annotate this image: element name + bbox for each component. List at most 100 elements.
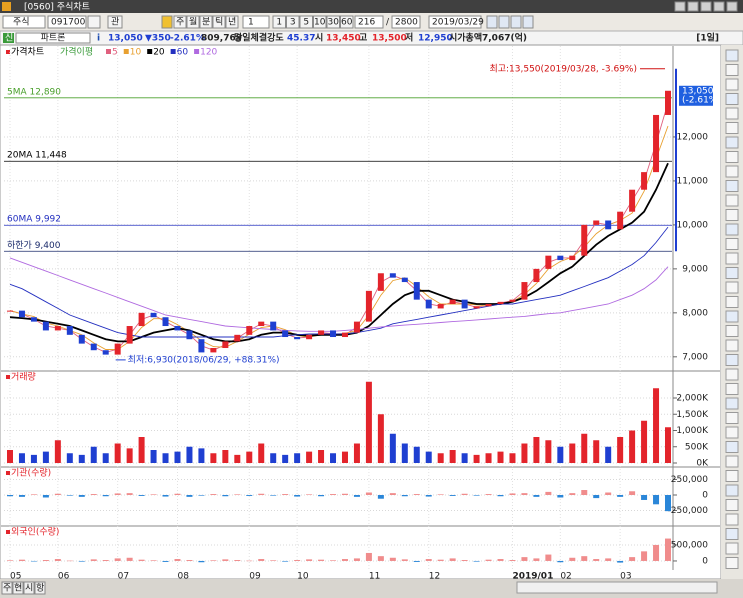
side-tool-icon[interactable] bbox=[725, 441, 739, 453]
period-icon[interactable] bbox=[161, 15, 173, 29]
window-btn[interactable] bbox=[700, 1, 712, 12]
legend-label: 120 bbox=[200, 48, 217, 58]
tool-icon[interactable] bbox=[522, 15, 534, 29]
side-tool-icon[interactable] bbox=[725, 49, 739, 62]
tool-icon[interactable] bbox=[486, 15, 498, 29]
unit-btn[interactable] bbox=[340, 15, 354, 29]
unit[interactable]: 1 bbox=[276, 18, 282, 28]
window-btn[interactable] bbox=[687, 1, 699, 12]
period-btn[interactable] bbox=[173, 15, 187, 29]
bottom-tab[interactable] bbox=[12, 581, 24, 595]
unit[interactable]: 5 bbox=[303, 18, 309, 28]
side-tool-icon[interactable] bbox=[725, 426, 739, 439]
side-tool-icon[interactable] bbox=[725, 513, 739, 526]
candle bbox=[198, 339, 205, 353]
side-tool-icon[interactable] bbox=[725, 238, 739, 250]
bar bbox=[186, 494, 193, 497]
period[interactable]: 분 bbox=[202, 17, 210, 28]
side-tool-icon[interactable] bbox=[725, 412, 739, 424]
count-input[interactable] bbox=[354, 15, 384, 29]
code-input[interactable] bbox=[47, 15, 87, 29]
side-tool-icon[interactable] bbox=[725, 325, 739, 337]
side-tool-icon[interactable] bbox=[725, 542, 739, 555]
period[interactable]: 년 bbox=[228, 17, 236, 28]
bar bbox=[593, 559, 600, 561]
total[interactable]: 2800 bbox=[395, 18, 418, 28]
unit-btn[interactable] bbox=[272, 15, 286, 29]
unit-btn[interactable] bbox=[286, 15, 300, 29]
total-input[interactable] bbox=[391, 15, 421, 29]
unit-btn[interactable] bbox=[313, 15, 327, 29]
link[interactable]: 관 bbox=[111, 17, 119, 28]
side-tool-icon[interactable] bbox=[725, 64, 739, 76]
side-tool-icon[interactable] bbox=[725, 151, 739, 163]
bar bbox=[90, 494, 97, 495]
period-btn[interactable] bbox=[225, 15, 239, 29]
reference-label: 20MA 11,448 bbox=[7, 151, 67, 161]
unit[interactable]: 3 bbox=[290, 18, 296, 28]
side-tool-icon[interactable] bbox=[725, 354, 739, 366]
side-tool-icon[interactable] bbox=[725, 397, 739, 410]
panel-title-icon bbox=[6, 50, 10, 54]
date-input[interactable] bbox=[428, 15, 482, 29]
side-tool-icon[interactable] bbox=[725, 339, 739, 352]
period[interactable]: 주 bbox=[176, 17, 184, 28]
side-tool-icon[interactable] bbox=[725, 484, 739, 497]
bottom-tab[interactable] bbox=[23, 581, 35, 595]
unit[interactable]: 10 bbox=[314, 18, 326, 28]
window-btn[interactable] bbox=[713, 1, 725, 12]
window-btn[interactable] bbox=[674, 1, 686, 12]
side-tool-icon[interactable] bbox=[725, 310, 739, 323]
link-btn[interactable] bbox=[107, 15, 123, 29]
unit-btn[interactable] bbox=[326, 15, 340, 29]
side-tool-icon[interactable] bbox=[725, 383, 739, 395]
period-btn[interactable] bbox=[199, 15, 213, 29]
period-btn[interactable] bbox=[212, 15, 226, 29]
panel-title-icon bbox=[6, 530, 10, 534]
side-tool-icon[interactable] bbox=[725, 223, 739, 236]
side-tool-icon[interactable] bbox=[725, 267, 739, 279]
window-btn[interactable] bbox=[726, 1, 738, 12]
side-tool-icon[interactable] bbox=[725, 368, 739, 381]
side-tool-icon[interactable] bbox=[725, 122, 739, 134]
bottom-tab[interactable] bbox=[34, 581, 46, 595]
period[interactable]: 틱 bbox=[215, 16, 223, 28]
period-value[interactable] bbox=[242, 15, 270, 29]
side-tool-icon[interactable] bbox=[725, 470, 739, 482]
period-btn[interactable] bbox=[186, 15, 200, 29]
period-value[interactable]: 1 bbox=[248, 18, 254, 28]
side-tool-icon[interactable] bbox=[725, 499, 739, 511]
side-tool-icon[interactable] bbox=[725, 78, 739, 91]
count[interactable]: 216 bbox=[358, 18, 375, 28]
unit-btn[interactable] bbox=[299, 15, 313, 29]
side-tool-icon[interactable] bbox=[725, 281, 739, 294]
scroll-bar[interactable] bbox=[516, 581, 718, 594]
search-btn[interactable] bbox=[87, 15, 101, 29]
side-tool-icon[interactable] bbox=[725, 136, 739, 149]
date[interactable]: 2019/03/29 bbox=[432, 18, 484, 28]
side-tool-icon[interactable] bbox=[725, 209, 739, 221]
bottom-tab-label[interactable]: 현 bbox=[14, 583, 22, 594]
market[interactable]: 주식 bbox=[13, 17, 30, 28]
side-tool-icon[interactable] bbox=[725, 107, 739, 120]
side-tool-icon[interactable] bbox=[725, 557, 739, 569]
side-tool-icon[interactable] bbox=[725, 252, 739, 265]
tool-icon[interactable] bbox=[498, 15, 510, 29]
period[interactable]: 월 bbox=[189, 16, 197, 28]
side-tool-icon[interactable] bbox=[725, 455, 739, 468]
side-tool-icon[interactable] bbox=[725, 180, 739, 192]
unit[interactable]: 30 bbox=[328, 18, 340, 28]
side-tool-icon[interactable] bbox=[725, 194, 739, 207]
bottom-tab-label[interactable]: 시 bbox=[25, 583, 33, 594]
bottom-tab-label[interactable]: 항 bbox=[36, 583, 44, 594]
bottom-tab-label[interactable]: 주 bbox=[3, 583, 11, 594]
market-select[interactable] bbox=[2, 15, 46, 29]
tool-icon[interactable] bbox=[510, 15, 522, 29]
code[interactable]: 091700 bbox=[51, 18, 86, 28]
unit[interactable]: 60 bbox=[341, 18, 353, 28]
bottom-tab[interactable] bbox=[1, 581, 13, 595]
side-tool-icon[interactable] bbox=[725, 528, 739, 540]
side-tool-icon[interactable] bbox=[725, 296, 739, 308]
side-tool-icon[interactable] bbox=[725, 93, 739, 105]
side-tool-icon[interactable] bbox=[725, 165, 739, 178]
